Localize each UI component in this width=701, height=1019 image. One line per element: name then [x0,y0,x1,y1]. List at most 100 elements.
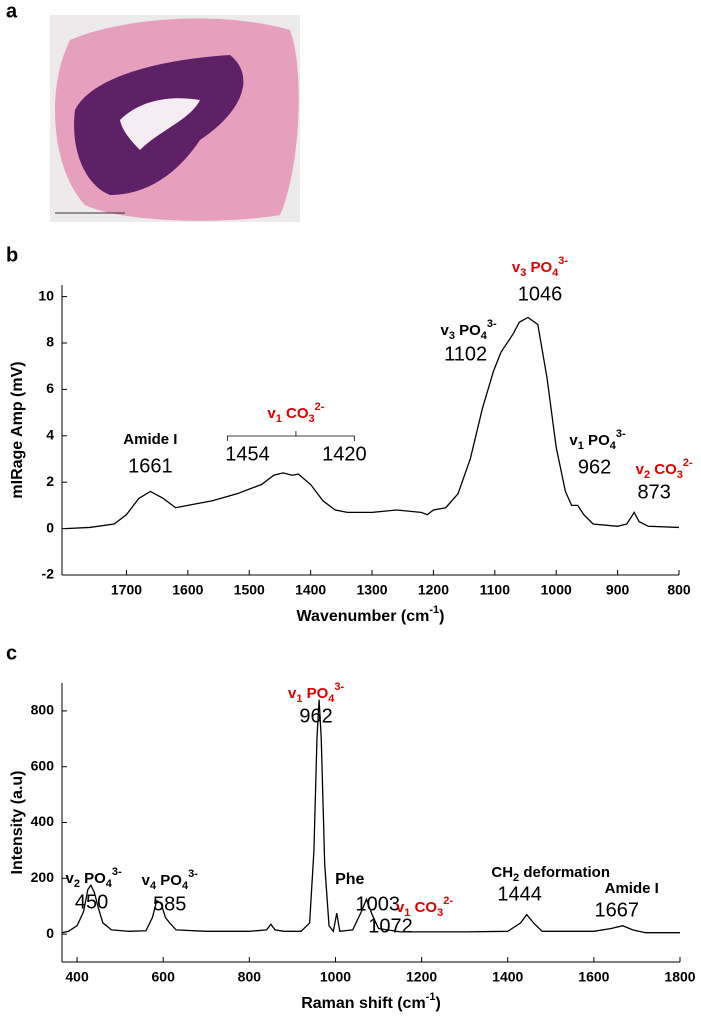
peak-label: v1 CO32- [396,895,453,919]
label-part: v [440,322,449,339]
bracket [227,431,355,441]
x-tick-label: 1600 [578,969,609,985]
peak-label: v1 PO43- [569,428,626,452]
x-tick-label: 1400 [295,582,326,598]
label-part: 2 [74,878,80,890]
void [120,98,200,150]
y-tick-label: 10 [38,287,54,303]
peak-value: 962 [299,705,332,727]
label-part: 3- [188,868,198,880]
label-part: 4 [328,693,335,705]
panel-label: c [6,642,17,664]
label-part: 3- [334,681,344,693]
label-part: 3- [616,428,626,440]
peak-label: v2 CO32- [636,457,693,481]
x-axis-title: Wavenumber (cm-1) [297,604,445,625]
label-part: PO [80,870,106,887]
x-tick-label: 1300 [356,582,387,598]
y-tick-label: 400 [31,813,55,829]
peak-label: v2 PO43- [65,866,122,890]
y-axis-title: Intensity (a.u) [9,770,26,874]
label-part: 4 [106,878,113,890]
panel-label: a [6,0,18,22]
label-part: 2 [513,872,519,884]
label-part: PO [156,872,182,889]
label-part: 3 [677,469,683,481]
y-tick-label: 2 [46,473,54,489]
label-part: PO [302,685,328,702]
peak-label: Amide I [123,431,177,448]
label-part: ) [439,608,444,625]
label-part: Phe [335,871,364,888]
label-part: 1 [404,907,410,919]
y-tick-label: 8 [46,334,54,350]
label-part: ) [435,995,440,1012]
label-part: v [142,872,151,889]
x-tick-label: 1000 [320,969,351,985]
label-part: v [65,870,74,887]
label-part: Wavenumber (cm [297,608,430,625]
peak-label: v1 PO43- [288,681,345,705]
label-part: 4 [481,330,488,342]
label-part: 2 [644,469,650,481]
peak-value: 585 [153,893,186,915]
peak-value: 1444 [497,883,542,905]
y-axis-title: mIRage Amp (mV) [9,361,26,498]
x-axis-title: Raman shift (cm-1) [301,991,441,1012]
label-part: CO [650,461,677,478]
peak-value: 1003 [356,893,401,915]
x-tick-label: 800 [238,969,262,985]
peak-label: v3 PO43- [512,255,569,279]
label-part: 2- [443,895,453,907]
label-part: PO [584,432,610,449]
x-tick-label: 1400 [492,969,523,985]
y-tick-label: -2 [42,566,55,582]
label-part: 4 [150,880,157,892]
label-part: 3 [520,267,526,279]
peak-label: v3 PO43- [440,318,497,342]
x-tick-label: 1100 [480,582,511,598]
label-part: 2- [315,401,325,413]
label-part: 1 [578,440,584,452]
label-part: CH [491,864,513,881]
label-part: v [267,405,276,422]
peak-label: v4 PO43- [142,868,199,892]
label-part: CO [282,405,309,422]
peak-value: 962 [578,456,611,478]
x-tick-label: 1700 [111,582,142,598]
label-part: Amide I [605,880,659,897]
y-tick-label: 0 [46,519,54,535]
peak-value: 1046 [518,283,563,305]
label-part: deformation [519,864,610,881]
peak-label: v1 CO32- [267,401,324,425]
x-tick-label: 1200 [406,969,437,985]
label-part: 3 [449,330,455,342]
label-part: 4 [610,440,617,452]
label-part: v [396,899,405,916]
y-tick-label: 4 [46,427,54,443]
label-part: 3- [487,318,497,330]
x-tick-label: 400 [65,969,89,985]
x-tick-label: 600 [152,969,176,985]
label-part: Amide I [123,431,177,448]
x-tick-label: 900 [606,582,630,598]
y-tick-label: 200 [31,869,55,885]
x-tick-label: 800 [667,582,691,598]
peak-value: 1420 [322,443,367,465]
label-part: v [569,432,578,449]
peak-value: 1072 [368,915,413,937]
label-part: 1 [296,693,302,705]
y-tick-label: 800 [31,702,55,718]
label-part: 3- [558,255,568,267]
label-part: 2- [683,457,693,469]
peak-value: 1102 [444,343,487,365]
x-tick-label: 1800 [664,969,695,985]
peak-value: 1661 [128,455,173,477]
histology-image [50,15,300,222]
peak-label: CH2 deformation [491,864,610,884]
spectrum-line [61,699,680,934]
x-tick-label: 1600 [172,582,203,598]
label-part: 4 [182,880,189,892]
peak-value: 450 [75,891,108,913]
